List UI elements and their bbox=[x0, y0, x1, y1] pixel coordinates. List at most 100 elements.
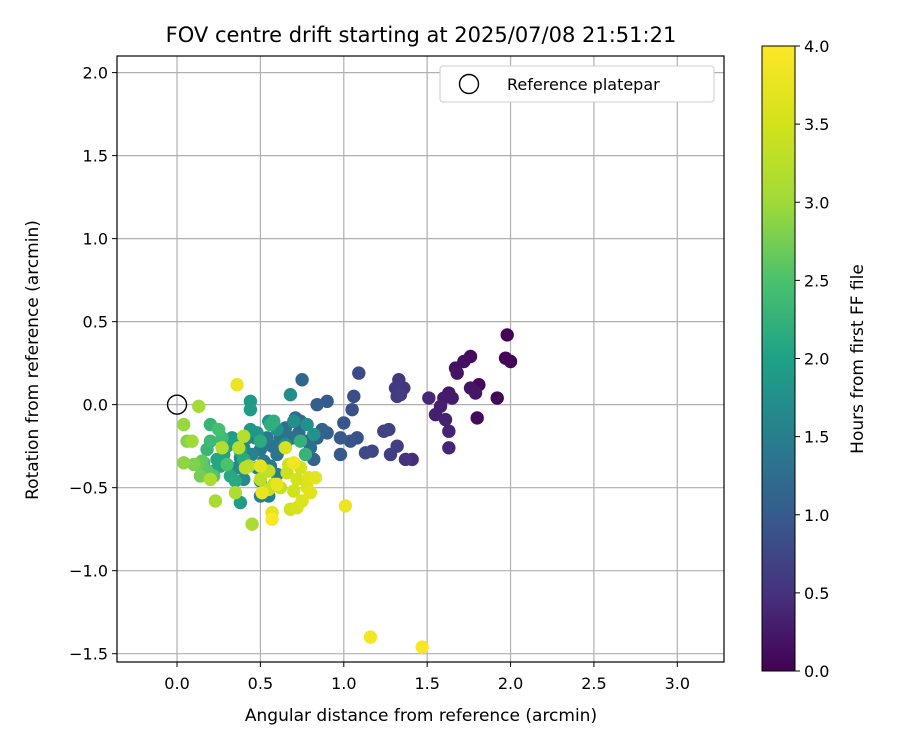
data-point bbox=[192, 399, 206, 414]
data-point bbox=[347, 389, 361, 404]
data-point bbox=[383, 447, 398, 462]
data-point bbox=[363, 630, 378, 644]
data-point bbox=[307, 427, 321, 442]
grid bbox=[117, 56, 724, 662]
y-axis-ticks: −1.5 −1.0 −0.5 0.0 0.5 1.0 1.5 2.0 bbox=[69, 64, 117, 664]
x-tick-label: 2.0 bbox=[498, 674, 523, 693]
y-tick-label: −1.5 bbox=[69, 645, 108, 664]
legend: Reference platepar bbox=[439, 65, 715, 103]
x-axis-label: Angular distance from reference (arcmin) bbox=[245, 706, 597, 726]
data-point bbox=[470, 411, 484, 425]
data-point bbox=[210, 452, 224, 467]
data-point bbox=[442, 424, 456, 438]
data-point bbox=[212, 422, 226, 437]
data-point bbox=[300, 417, 314, 432]
data-point bbox=[255, 485, 269, 500]
y-tick-label: 0.5 bbox=[83, 313, 108, 332]
data-point bbox=[295, 494, 309, 508]
data-point bbox=[438, 412, 453, 427]
x-tick-label: 0.0 bbox=[164, 674, 189, 693]
data-point bbox=[468, 386, 483, 400]
data-point bbox=[287, 456, 301, 470]
data-point bbox=[238, 461, 253, 475]
x-tick-label: 1.0 bbox=[331, 674, 356, 693]
colorbar-ticks: 0.0 0.5 1.0 1.5 2.0 2.5 3.0 3.5 4.0 bbox=[795, 37, 829, 681]
data-point bbox=[303, 485, 318, 500]
data-point bbox=[177, 417, 191, 432]
data-point bbox=[208, 494, 223, 508]
data-point bbox=[503, 354, 518, 369]
colorbar-gradient bbox=[761, 45, 796, 672]
data-point bbox=[500, 328, 514, 342]
colorbar-tick-label: 2.5 bbox=[804, 271, 829, 290]
plot-frame bbox=[116, 55, 725, 663]
colorbar-tick-label: 0.0 bbox=[804, 662, 829, 681]
data-point bbox=[220, 457, 234, 472]
data-points bbox=[177, 328, 518, 654]
data-point bbox=[185, 434, 199, 448]
y-tick-label: −0.5 bbox=[69, 479, 108, 498]
data-point bbox=[278, 441, 293, 455]
data-point bbox=[283, 387, 298, 402]
y-tick-label: −1.0 bbox=[69, 562, 108, 581]
data-point bbox=[345, 402, 359, 417]
data-point bbox=[352, 366, 366, 380]
data-point bbox=[253, 434, 268, 448]
data-point bbox=[295, 373, 309, 387]
colorbar-tick-label: 2.0 bbox=[804, 350, 829, 369]
data-point bbox=[338, 499, 353, 513]
data-point bbox=[298, 447, 313, 462]
data-point bbox=[287, 414, 301, 428]
data-point bbox=[290, 472, 304, 487]
data-point bbox=[228, 474, 243, 488]
y-tick-label: 1.5 bbox=[83, 147, 108, 166]
x-tick-label: 0.5 bbox=[248, 674, 273, 693]
colorbar-label: Hours from first FF file bbox=[848, 264, 868, 454]
legend-label-reference: Reference platepar bbox=[507, 75, 660, 94]
data-point bbox=[267, 414, 281, 428]
colorbar-tick-label: 1.5 bbox=[804, 428, 829, 447]
data-point bbox=[237, 429, 251, 443]
data-point bbox=[243, 402, 258, 417]
legend-marker-reference bbox=[458, 73, 480, 95]
data-point bbox=[422, 391, 436, 405]
data-point bbox=[230, 378, 244, 392]
reference-marker bbox=[166, 394, 188, 415]
data-point bbox=[203, 434, 218, 448]
data-point bbox=[428, 407, 443, 422]
data-point bbox=[393, 387, 408, 402]
data-point bbox=[450, 366, 464, 380]
data-point bbox=[337, 416, 351, 430]
data-point bbox=[308, 471, 323, 485]
data-point bbox=[232, 441, 246, 455]
colorbar: 0.0 0.5 1.0 1.5 2.0 2.5 3.0 3.5 4.0 Hours from f… bbox=[761, 37, 868, 681]
data-point bbox=[245, 517, 259, 531]
data-point bbox=[442, 441, 456, 455]
y-tick-label: 2.0 bbox=[83, 64, 108, 83]
x-tick-label: 2.5 bbox=[581, 674, 606, 693]
x-tick-label: 3.0 bbox=[665, 674, 690, 693]
colorbar-tick-label: 0.5 bbox=[804, 584, 829, 603]
data-point bbox=[215, 441, 229, 455]
colorbar-tick-label: 1.0 bbox=[804, 506, 829, 525]
colorbar-tick-label: 3.5 bbox=[804, 115, 829, 134]
data-point bbox=[253, 472, 268, 487]
data-point bbox=[228, 485, 243, 500]
colorbar-tick-label: 4.0 bbox=[804, 37, 829, 56]
data-point bbox=[490, 391, 504, 405]
data-point bbox=[265, 512, 279, 526]
data-point bbox=[333, 431, 348, 445]
data-point bbox=[187, 457, 201, 472]
x-axis-ticks: 0.0 0.5 1.0 1.5 2.0 2.5 3.0 bbox=[164, 662, 690, 693]
legend-box bbox=[439, 65, 715, 103]
y-tick-label: 1.0 bbox=[83, 230, 108, 249]
data-point bbox=[287, 484, 301, 498]
y-tick-label: 0.0 bbox=[83, 396, 108, 415]
data-point bbox=[310, 397, 324, 412]
reference-layer bbox=[166, 394, 188, 415]
data-point bbox=[358, 446, 373, 460]
data-point bbox=[233, 495, 248, 510]
data-point bbox=[177, 456, 191, 470]
data-point bbox=[253, 459, 268, 473]
